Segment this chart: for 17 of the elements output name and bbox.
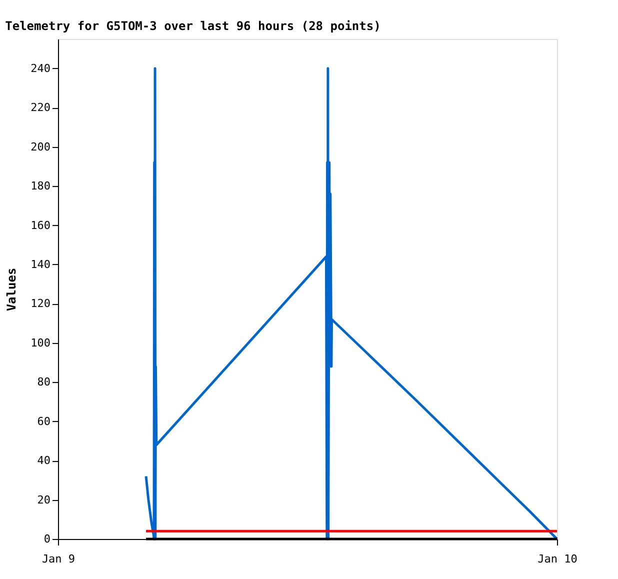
y-tick-label: 220 <box>30 101 50 114</box>
y-tick-label: 200 <box>30 140 50 154</box>
y-tick-label: 60 <box>37 414 50 428</box>
y-tick-label: 120 <box>30 297 50 310</box>
y-tick-label: 180 <box>30 180 50 193</box>
y-tick-label: 240 <box>30 62 50 75</box>
y-tick-label: 160 <box>30 218 50 232</box>
y-tick-label: 40 <box>37 454 50 468</box>
y-tick-label: 100 <box>30 336 50 350</box>
y-tick-label: 80 <box>37 376 50 389</box>
y-axis-title: Values <box>4 268 19 312</box>
y-tick-label: 0 <box>44 532 50 546</box>
y-tick-label: 20 <box>37 493 50 506</box>
x-tick-label: Jan 9 <box>42 552 76 566</box>
y-tick-label: 140 <box>30 258 50 271</box>
chart-title: Telemetry for G5TOM-3 over last 96 hours (28 points) <box>5 19 381 33</box>
x-tick-label: Jan 10 <box>538 552 578 566</box>
